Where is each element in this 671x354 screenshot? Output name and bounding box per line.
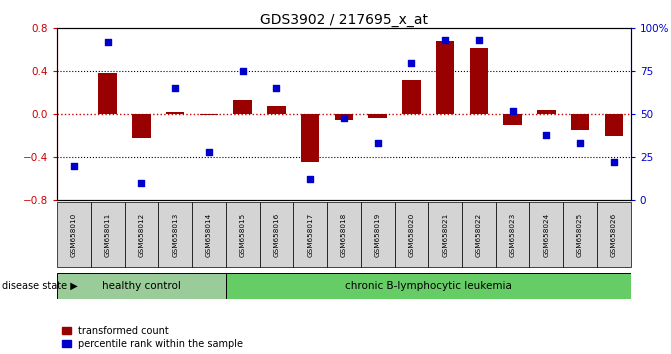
FancyBboxPatch shape <box>327 202 361 267</box>
FancyBboxPatch shape <box>361 202 395 267</box>
Point <box>372 141 383 146</box>
Text: GSM658010: GSM658010 <box>71 212 77 257</box>
Point <box>102 39 113 45</box>
Text: GSM658013: GSM658013 <box>172 212 178 257</box>
FancyBboxPatch shape <box>57 273 225 299</box>
Bar <box>335 114 353 120</box>
Text: GSM658011: GSM658011 <box>105 212 111 257</box>
Text: GSM658021: GSM658021 <box>442 212 448 257</box>
FancyBboxPatch shape <box>395 202 428 267</box>
Bar <box>571 114 589 130</box>
Point <box>440 38 450 43</box>
Text: GSM658025: GSM658025 <box>577 212 583 257</box>
Text: GSM658020: GSM658020 <box>409 212 415 257</box>
FancyBboxPatch shape <box>293 202 327 267</box>
Text: GSM658026: GSM658026 <box>611 212 617 257</box>
Legend: transformed count, percentile rank within the sample: transformed count, percentile rank withi… <box>62 326 244 349</box>
Point <box>170 86 180 91</box>
Bar <box>199 114 218 115</box>
Bar <box>470 48 488 114</box>
FancyBboxPatch shape <box>158 202 192 267</box>
Text: GSM658014: GSM658014 <box>206 212 212 257</box>
FancyBboxPatch shape <box>260 202 293 267</box>
Bar <box>436 41 454 114</box>
Point <box>339 115 350 120</box>
FancyBboxPatch shape <box>192 202 225 267</box>
Point <box>474 38 484 43</box>
Bar <box>132 114 151 138</box>
Bar <box>503 114 522 125</box>
Bar <box>605 114 623 136</box>
Point <box>575 141 586 146</box>
Text: GSM658022: GSM658022 <box>476 212 482 257</box>
Point <box>203 149 214 155</box>
Bar <box>234 100 252 114</box>
Point <box>507 108 518 114</box>
FancyBboxPatch shape <box>462 202 496 267</box>
Point <box>68 163 79 169</box>
Text: disease state ▶: disease state ▶ <box>2 281 78 291</box>
Text: GSM658018: GSM658018 <box>341 212 347 257</box>
FancyBboxPatch shape <box>563 202 597 267</box>
FancyBboxPatch shape <box>529 202 563 267</box>
Text: GSM658023: GSM658023 <box>509 212 515 257</box>
Bar <box>267 105 286 114</box>
Text: GSM658016: GSM658016 <box>273 212 279 257</box>
FancyBboxPatch shape <box>428 202 462 267</box>
Text: GSM658019: GSM658019 <box>374 212 380 257</box>
Point <box>541 132 552 138</box>
Point <box>406 60 417 65</box>
FancyBboxPatch shape <box>225 273 631 299</box>
Text: chronic B-lymphocytic leukemia: chronic B-lymphocytic leukemia <box>345 281 512 291</box>
FancyBboxPatch shape <box>91 202 125 267</box>
Bar <box>99 73 117 114</box>
Point <box>609 159 619 165</box>
Text: GSM658015: GSM658015 <box>240 212 246 257</box>
Bar <box>301 114 319 162</box>
Title: GDS3902 / 217695_x_at: GDS3902 / 217695_x_at <box>260 13 428 27</box>
FancyBboxPatch shape <box>496 202 529 267</box>
Text: GSM658017: GSM658017 <box>307 212 313 257</box>
Point <box>271 86 282 91</box>
Bar <box>166 112 185 114</box>
Text: GSM658024: GSM658024 <box>544 212 550 257</box>
FancyBboxPatch shape <box>225 202 260 267</box>
Bar <box>368 114 387 119</box>
Point <box>238 68 248 74</box>
Bar <box>402 80 421 114</box>
Point <box>136 180 147 185</box>
Text: GSM658012: GSM658012 <box>138 212 144 257</box>
Point <box>305 177 315 182</box>
FancyBboxPatch shape <box>597 202 631 267</box>
Text: healthy control: healthy control <box>102 281 181 291</box>
FancyBboxPatch shape <box>57 202 91 267</box>
Bar <box>537 110 556 114</box>
FancyBboxPatch shape <box>125 202 158 267</box>
